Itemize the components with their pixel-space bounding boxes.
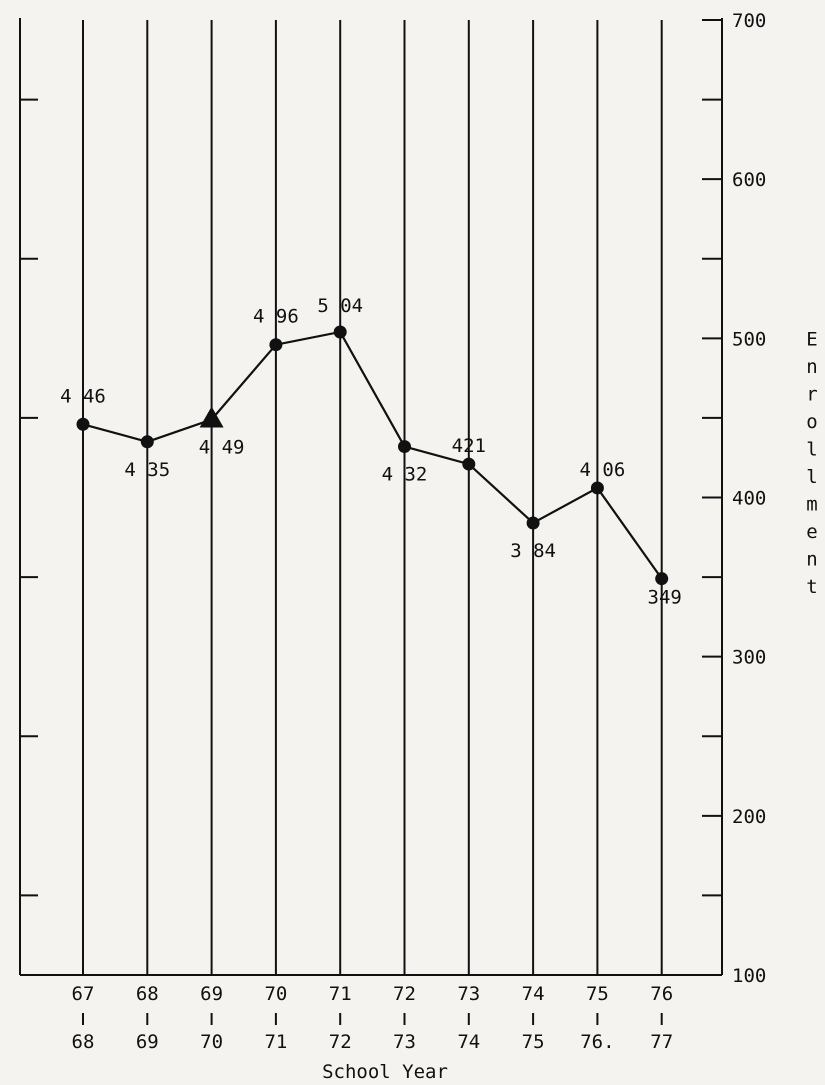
- data-label-7: 3 84: [510, 540, 556, 562]
- x-tick-label-bottom-9: 77: [650, 1031, 673, 1053]
- plot-frame-group: [19, 18, 723, 976]
- x-tick-label-top-4: 71: [329, 983, 352, 1005]
- x-tick-label-bottom-4: 72: [329, 1031, 352, 1053]
- y-axis-title-letter-0: E: [806, 328, 817, 350]
- y-axis-title-letter-7: e: [806, 521, 817, 543]
- y-axis-title-letter-5: l: [806, 466, 817, 488]
- data-point-9: [655, 572, 669, 586]
- data-label-0: 4 46: [60, 385, 106, 407]
- x-tick-label-top-7: 74: [522, 983, 545, 1005]
- data-label-9: 349: [648, 587, 682, 609]
- series-line: [82, 330, 663, 580]
- x-tick-label-bottom-1: 69: [136, 1031, 159, 1053]
- y-axis-title-letter-6: m: [806, 493, 817, 515]
- data-point-1: [140, 435, 154, 449]
- data-point-2: [199, 406, 224, 428]
- x-tick-label-bottom-8: 76.: [580, 1031, 614, 1053]
- data-label-5: 4 32: [382, 464, 428, 486]
- y-axis-title-letter-4: l: [806, 438, 817, 460]
- data-label-3: 4 96: [253, 306, 299, 328]
- data-point-6: [462, 457, 476, 471]
- y-axis-title-letter-2: r: [806, 383, 817, 405]
- grid-group: [82, 20, 663, 975]
- x-axis-title: School Year: [322, 1061, 448, 1083]
- y-tick-label-400: 400: [732, 488, 766, 510]
- data-label-2: 4 49: [199, 437, 245, 459]
- data-point-7: [526, 516, 540, 530]
- x-tick-label-top-6: 73: [457, 983, 480, 1005]
- x-tick-label-top-3: 70: [264, 983, 287, 1005]
- y-axis-title-letter-8: n: [806, 548, 817, 570]
- data-point-5: [398, 440, 411, 454]
- x-tick-label-bottom-7: 75: [522, 1031, 545, 1053]
- data-label-6: 421: [452, 435, 486, 457]
- data-label-1: 4 35: [124, 459, 170, 481]
- y-tick-label-500: 500: [732, 328, 766, 350]
- data-point-3: [269, 338, 283, 352]
- x-tick-label-bottom-2: 70: [200, 1031, 223, 1053]
- x-tick-label-bottom-0: 68: [72, 1031, 95, 1053]
- x-tick-label-top-2: 69: [200, 983, 223, 1005]
- y-axis-title-letter-3: o: [806, 411, 817, 433]
- x-tick-label-bottom-3: 71: [264, 1031, 287, 1053]
- tick-group: [20, 19, 722, 1025]
- y-tick-label-300: 300: [732, 647, 766, 669]
- data-label-4: 5 04: [317, 295, 363, 317]
- y-axis-title-letter-1: n: [806, 356, 817, 378]
- data-label-8: 4 06: [580, 459, 626, 481]
- label-group: 100 200 300 400 500 600 700 67 68 68 69 69 70 70 71 71 7…: [60, 10, 766, 1053]
- y-tick-label-600: 600: [732, 169, 766, 191]
- y-tick-label-100: 100: [732, 965, 766, 987]
- x-tick-label-top-0: 67: [72, 983, 95, 1005]
- y-tick-label-700: 700: [732, 10, 766, 32]
- x-tick-label-top-8: 75: [586, 983, 609, 1005]
- x-tick-label-top-5: 72: [393, 983, 416, 1005]
- data-point-8: [590, 481, 604, 495]
- y-axis-title-letter-9: t: [806, 576, 817, 598]
- x-tick-label-bottom-5: 73: [393, 1031, 416, 1053]
- x-tick-label-bottom-6: 74: [457, 1031, 480, 1053]
- y-tick-label-200: 200: [732, 806, 766, 828]
- series-group: [76, 325, 669, 586]
- x-tick-label-top-9: 76: [650, 983, 673, 1005]
- data-point-0: [76, 417, 90, 431]
- data-point-4: [333, 325, 347, 339]
- x-tick-label-top-1: 68: [136, 983, 159, 1005]
